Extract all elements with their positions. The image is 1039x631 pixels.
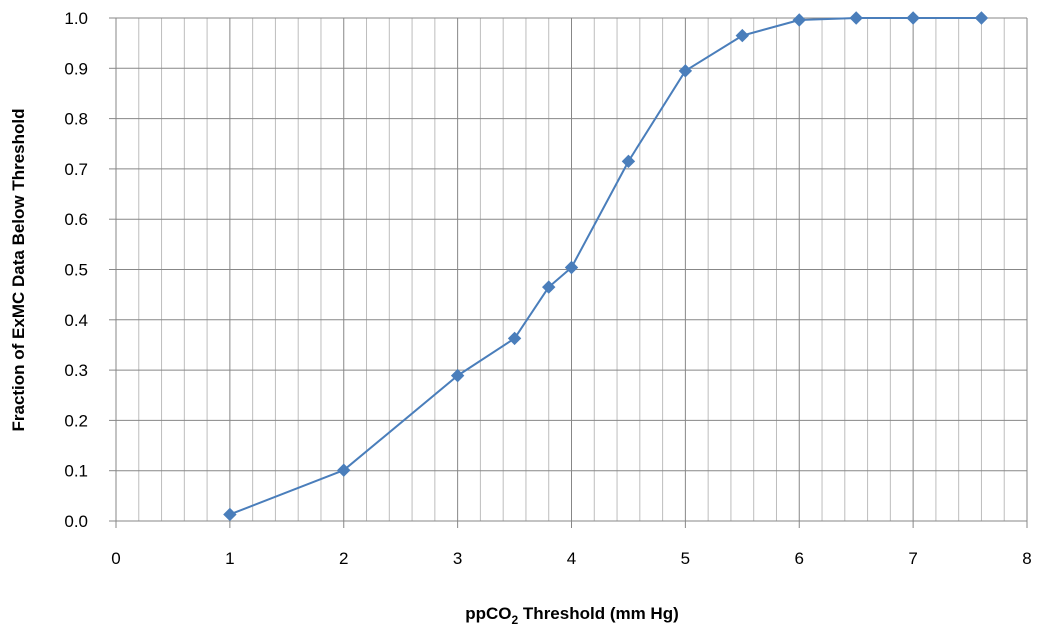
data-point-marker xyxy=(450,368,465,383)
y-axis-title: Fraction of ExMC Data Below Threshold xyxy=(9,108,28,431)
y-tick-label: 0.0 xyxy=(64,512,88,531)
data-point-marker xyxy=(337,463,351,477)
x-tick-label: 0 xyxy=(111,549,120,568)
y-tick-label: 0.8 xyxy=(64,110,88,129)
x-tick-label: 2 xyxy=(339,549,348,568)
x-tick-label: 1 xyxy=(225,549,234,568)
data-point-marker xyxy=(542,280,556,294)
y-tick-label: 0.7 xyxy=(64,160,88,179)
data-point-marker xyxy=(974,11,989,25)
gridlines xyxy=(115,17,1028,522)
y-tick-label: 0.1 xyxy=(64,462,88,481)
x-tick-label: 3 xyxy=(453,549,462,568)
x-tick-label: 5 xyxy=(681,549,690,568)
data-point-marker xyxy=(906,11,920,25)
x-axis-title-subscript: 2 xyxy=(512,613,519,627)
data-point-marker xyxy=(223,507,237,522)
data-point-marker xyxy=(849,11,863,25)
x-tick-label: 8 xyxy=(1022,549,1031,568)
x-axis-title-suffix: Threshold (mm Hg) xyxy=(518,604,679,623)
x-tick-label: 7 xyxy=(908,549,917,568)
tick-labels: 0 1 2 3 4 5 6 7 8 0.0 0.1 0.2 0.3 0.4 0.5 0.6 0.7 0.8 0.9 1… xyxy=(64,9,1031,568)
data-point-marker xyxy=(507,331,522,346)
data-point-marker xyxy=(621,154,636,169)
data-point-marker xyxy=(564,260,579,275)
y-tick-label: 1.0 xyxy=(64,9,88,28)
y-tick-label: 0.9 xyxy=(64,59,88,78)
y-tick-label: 0.2 xyxy=(64,411,88,430)
y-tick-label: 0.4 xyxy=(64,311,88,330)
y-tick-label: 0.5 xyxy=(64,261,88,280)
data-point-marker xyxy=(735,28,750,43)
y-tick-label: 0.6 xyxy=(64,210,88,229)
x-axis-title-prefix: ppCO xyxy=(465,604,511,623)
data-series xyxy=(223,11,989,522)
x-tick-label: 6 xyxy=(795,549,804,568)
data-point-marker xyxy=(678,64,693,78)
series-line xyxy=(229,17,982,516)
y-tick-label: 0.3 xyxy=(64,361,88,380)
x-tick-label: 4 xyxy=(567,549,576,568)
axes xyxy=(109,17,1028,528)
axis-titles: ppCO2 Threshold (mm Hg) Fraction of ExMC… xyxy=(9,108,679,627)
x-axis-title: ppCO2 Threshold (mm Hg) xyxy=(465,604,679,627)
data-point-marker xyxy=(792,13,806,27)
